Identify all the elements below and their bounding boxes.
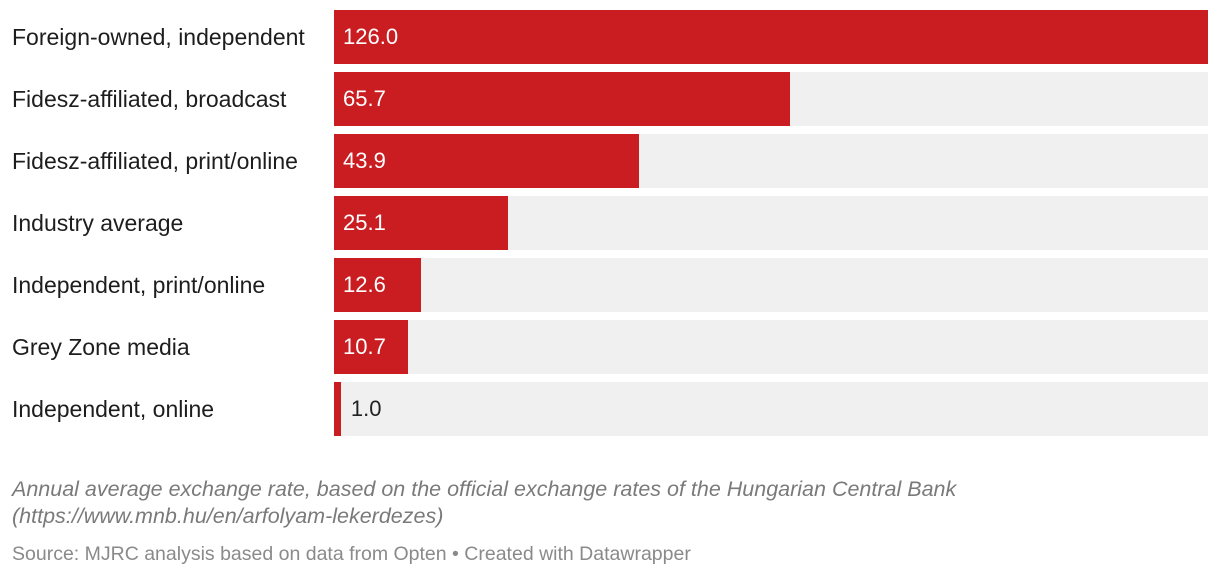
chart-notes: Annual average exchange rate, based on t…	[12, 477, 957, 528]
bar	[334, 320, 409, 374]
value-label: 1.0	[350, 396, 382, 421]
category-label: Fidesz-affiliated, print/online	[12, 148, 298, 174]
chart-source: Source: MJRC analysis based on data from…	[12, 543, 691, 565]
bar-row: Independent, online 1.0	[0, 382, 1220, 436]
bar	[334, 10, 1208, 64]
bar-row: Fidesz-affiliated, broadcast 65.7	[0, 72, 1220, 126]
bar-track: 126.0	[334, 10, 1208, 64]
category-label: Grey Zone media	[12, 334, 190, 360]
bar-row: Independent, print/online 12.6	[0, 258, 1220, 312]
value-label: 25.1	[343, 210, 386, 235]
bar-track: 65.7	[334, 72, 1208, 126]
bar-track: 1.0	[334, 382, 1208, 436]
category-label: Independent, print/online	[12, 272, 266, 298]
bar-row: Fidesz-affiliated, print/online 43.9	[0, 134, 1220, 188]
bar	[334, 382, 341, 436]
bar-row: Industry average 25.1	[0, 196, 1220, 250]
value-label: 126.0	[343, 24, 399, 49]
bar-track: 43.9	[334, 134, 1208, 188]
category-label: Independent, online	[12, 396, 215, 422]
bar	[334, 196, 509, 250]
bar	[334, 72, 790, 126]
bar-track: 10.7	[334, 320, 1208, 374]
category-label: Industry average	[12, 210, 184, 236]
category-label: Fidesz-affiliated, broadcast	[12, 86, 287, 112]
value-label: 43.9	[343, 148, 386, 173]
bar	[334, 258, 422, 312]
category-label: Foreign-owned, independent	[12, 24, 305, 50]
bar-chart: Foreign-owned, independent 126.0 Fidesz-af…	[0, 10, 1220, 436]
bar-track: 25.1	[334, 196, 1208, 250]
bar-track: 12.6	[334, 258, 1208, 312]
bar-row: Grey Zone media 10.7	[0, 320, 1220, 374]
bar	[334, 134, 639, 188]
value-label: 10.7	[343, 334, 386, 359]
value-label: 12.6	[343, 272, 386, 297]
bar-row: Foreign-owned, independent 126.0	[0, 10, 1220, 64]
value-label: 65.7	[343, 86, 386, 111]
